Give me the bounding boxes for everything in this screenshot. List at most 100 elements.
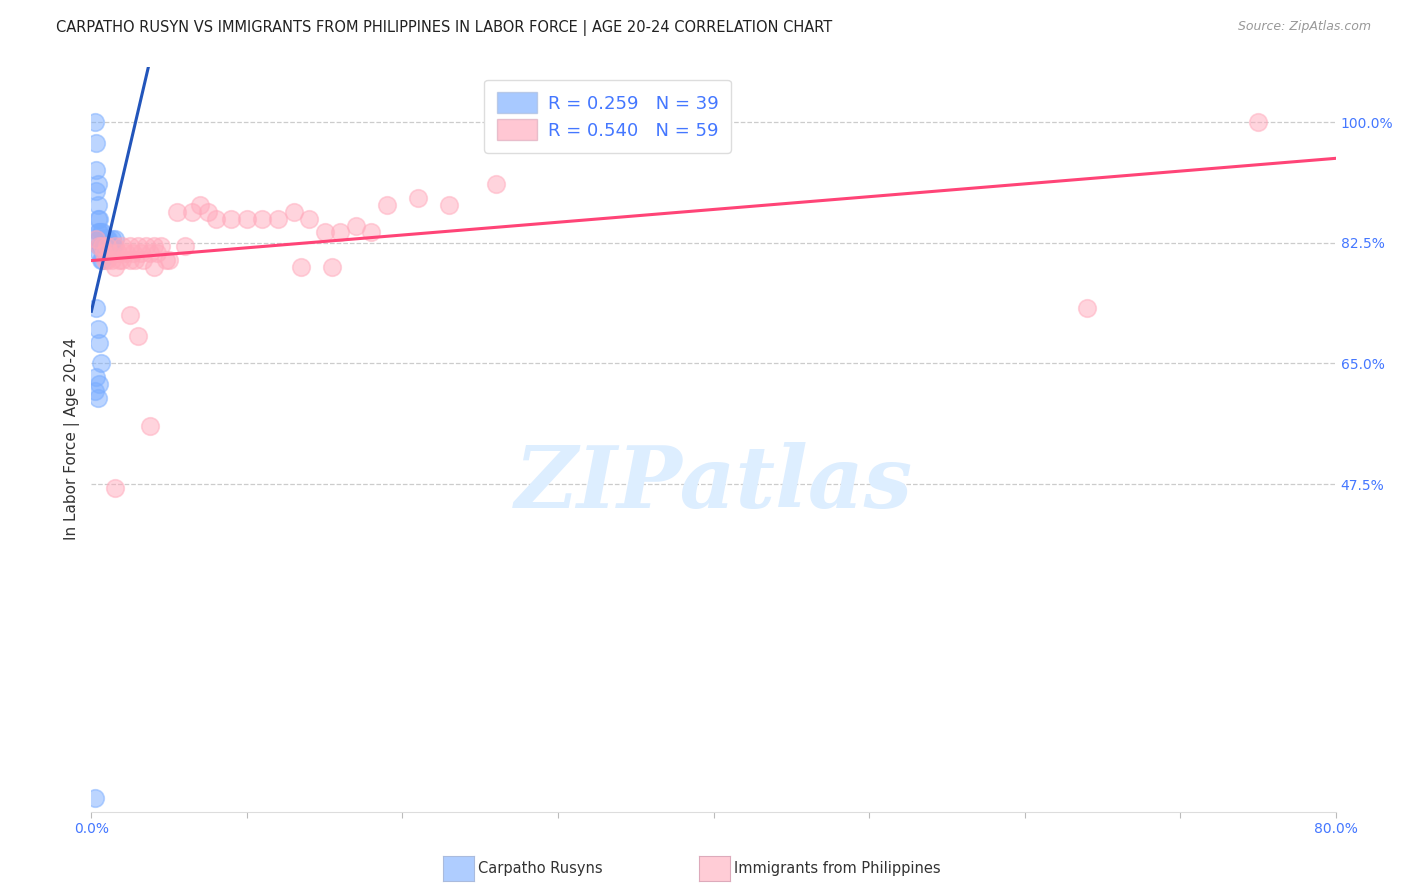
Point: [104, 260, 127, 274]
Point: [94, 246, 117, 260]
Point: [298, 211, 321, 226]
Point: [100, 232, 122, 246]
Point: [173, 239, 195, 253]
Point: [104, 232, 127, 246]
Point: [129, 246, 152, 260]
Point: [485, 177, 508, 191]
Point: [205, 211, 228, 226]
Point: [437, 198, 460, 212]
Point: [84, 232, 107, 246]
Legend: R = 0.259   N = 39, R = 0.540   N = 59: R = 0.259 N = 39, R = 0.540 N = 59: [485, 79, 731, 153]
Point: [120, 308, 142, 322]
Point: [84, 370, 107, 384]
Point: [188, 198, 211, 212]
Point: [89, 211, 111, 226]
Point: [290, 260, 312, 274]
Point: [86, 177, 108, 191]
Point: [89, 226, 111, 240]
Point: [84, 136, 107, 150]
Text: Immigrants from Philippines: Immigrants from Philippines: [734, 862, 941, 876]
Point: [89, 377, 111, 392]
Point: [96, 232, 118, 246]
Point: [89, 246, 111, 260]
Point: [94, 252, 117, 267]
Point: [86, 391, 108, 405]
Point: [267, 211, 290, 226]
Point: [283, 204, 305, 219]
Point: [114, 246, 136, 260]
Point: [314, 226, 336, 240]
Point: [1076, 301, 1098, 316]
Point: [1247, 115, 1270, 129]
Point: [93, 232, 115, 246]
Point: [124, 252, 146, 267]
Point: [132, 252, 155, 267]
Point: [127, 329, 149, 343]
Y-axis label: In Labor Force | Age 20-24: In Labor Force | Age 20-24: [65, 338, 80, 541]
Point: [127, 239, 149, 253]
Point: [236, 211, 259, 226]
Text: Carpatho Rusyns: Carpatho Rusyns: [478, 862, 603, 876]
Point: [84, 301, 107, 316]
Point: [86, 211, 108, 226]
Point: [122, 246, 145, 260]
Point: [139, 246, 162, 260]
Point: [252, 211, 274, 226]
Point: [360, 226, 382, 240]
Point: [197, 204, 219, 219]
Point: [221, 211, 243, 226]
Point: [83, 384, 105, 398]
Point: [135, 239, 157, 253]
Point: [93, 246, 115, 260]
Point: [166, 204, 188, 219]
Point: [104, 481, 127, 495]
Point: [83, 791, 105, 805]
Point: [94, 232, 117, 246]
Point: [142, 239, 165, 253]
Point: [91, 239, 114, 253]
Point: [90, 356, 112, 370]
Point: [329, 226, 352, 240]
Point: [111, 252, 134, 267]
Point: [145, 246, 167, 260]
Point: [84, 163, 107, 178]
Point: [89, 239, 111, 253]
Point: [120, 252, 142, 267]
Point: [375, 198, 398, 212]
Point: [89, 239, 111, 253]
Point: [90, 239, 112, 253]
Point: [86, 322, 108, 336]
Point: [86, 198, 108, 212]
Point: [142, 260, 165, 274]
Point: [96, 239, 118, 253]
Point: [91, 239, 114, 253]
Point: [93, 246, 115, 260]
Point: [91, 226, 114, 240]
Point: [83, 115, 105, 129]
Point: [181, 204, 204, 219]
Point: [98, 246, 121, 260]
Point: [84, 184, 107, 198]
Point: [104, 239, 127, 253]
Point: [111, 239, 134, 253]
Text: Source: ZipAtlas.com: Source: ZipAtlas.com: [1237, 20, 1371, 33]
Point: [139, 418, 162, 433]
Point: [91, 252, 114, 267]
Text: ZIPatlas: ZIPatlas: [515, 442, 912, 525]
Point: [107, 246, 129, 260]
Point: [89, 232, 111, 246]
Point: [155, 252, 177, 267]
Point: [90, 252, 112, 267]
Text: CARPATHO RUSYN VS IMMIGRANTS FROM PHILIPPINES IN LABOR FORCE | AGE 20-24 CORRELA: CARPATHO RUSYN VS IMMIGRANTS FROM PHILIP…: [56, 20, 832, 36]
Point: [90, 226, 112, 240]
Point: [100, 252, 122, 267]
Point: [150, 239, 173, 253]
Point: [98, 239, 121, 253]
Point: [344, 219, 367, 233]
Point: [86, 226, 108, 240]
Point: [89, 335, 111, 350]
Point: [406, 191, 429, 205]
Point: [120, 239, 142, 253]
Point: [101, 239, 124, 253]
Point: [96, 246, 118, 260]
